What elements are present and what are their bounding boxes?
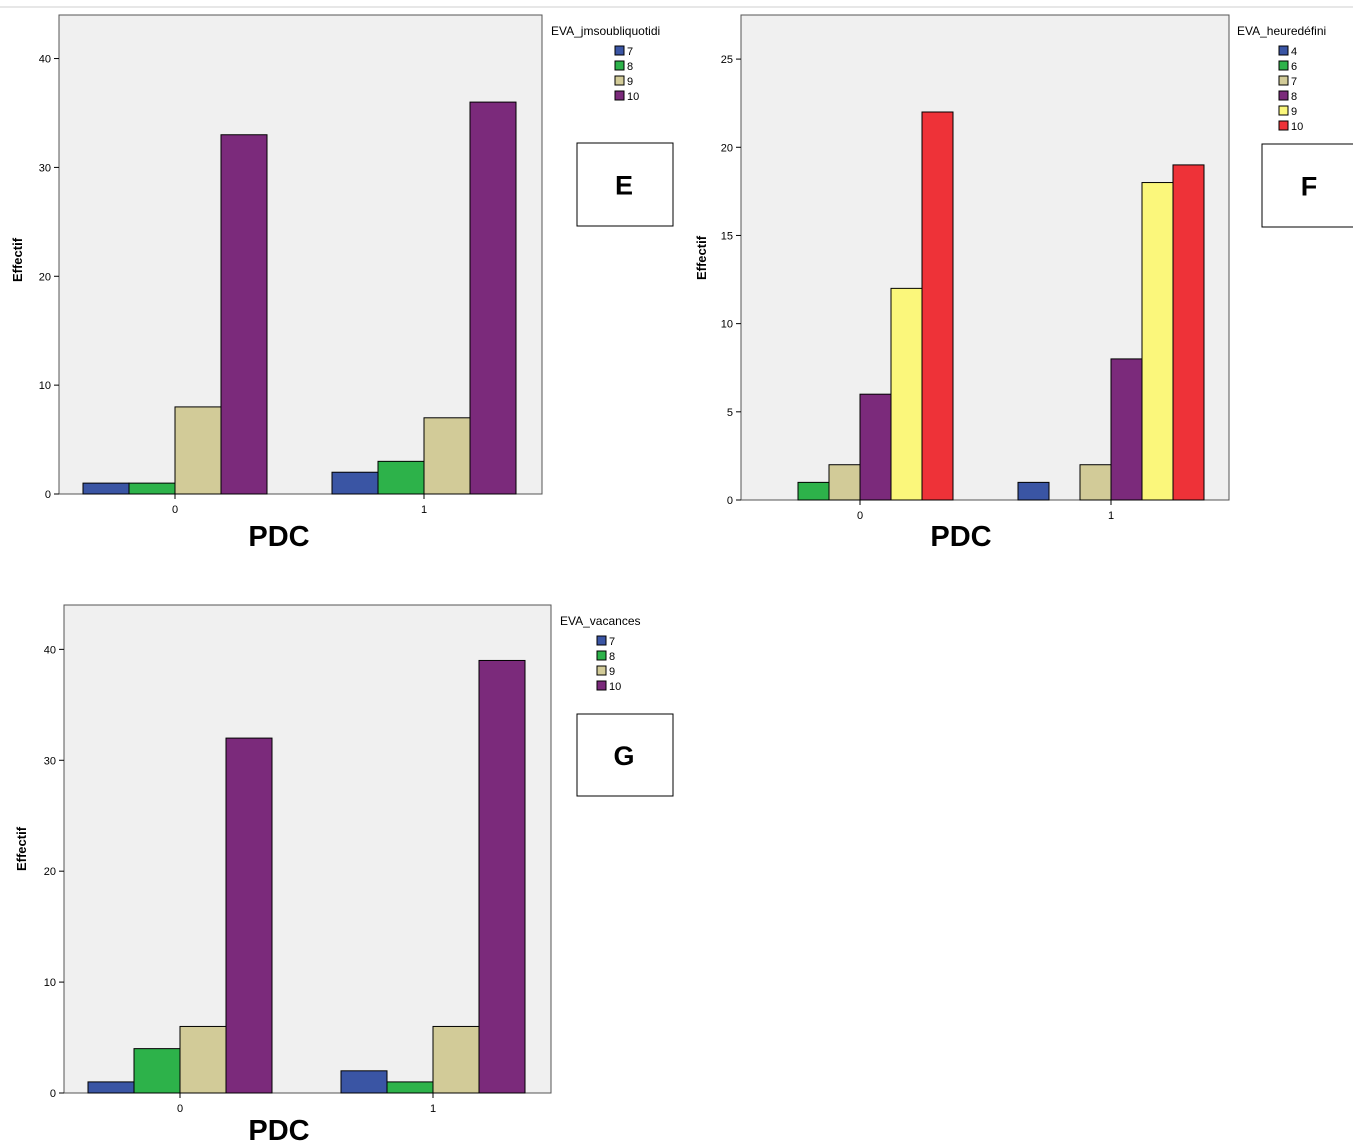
bar-f-cat1-series4	[1017, 481, 1050, 501]
chart-panel-g: 0 10 20 30 40 0 1 Effectif PDC EVA_vacances 7 8 9 10 G	[14, 604, 674, 1144]
bar-g-cat1-series9	[432, 1025, 480, 1094]
legend-swatch	[614, 60, 625, 71]
legend-swatch	[614, 75, 625, 86]
y-tick-label: 10	[721, 319, 733, 331]
x-tick-label: 0	[172, 504, 178, 516]
bar-e-cat1-series9	[423, 417, 471, 495]
legend-swatch	[1278, 45, 1289, 56]
bar-f-cat0-series9	[890, 287, 923, 501]
legend-title: EVA_jmsoubliquotidi	[551, 24, 660, 38]
bar-e-cat0-series7	[82, 482, 130, 495]
bar-g-cat0-series9	[179, 1025, 227, 1094]
legend-swatch	[1278, 120, 1289, 131]
legend-item: 9	[609, 666, 615, 678]
legend-item: 10	[1291, 121, 1303, 133]
legend-swatch	[1278, 90, 1289, 101]
x-tick-label: 1	[421, 504, 427, 516]
legend-title: EVA_heuredéfini	[1237, 24, 1326, 38]
x-axis-label: PDC	[930, 521, 991, 553]
legend-item: 8	[1291, 91, 1297, 103]
legend-item: 4	[1291, 46, 1297, 58]
plot-area	[63, 604, 552, 1094]
legend-item: 6	[1291, 61, 1297, 73]
bar-f-cat0-series8	[859, 393, 892, 501]
bar-g-cat1-series10	[478, 659, 526, 1094]
y-tick-label: 15	[721, 230, 733, 242]
legend-swatch	[614, 90, 625, 101]
legend-item: 9	[627, 76, 633, 88]
panel-label: E	[615, 171, 633, 201]
y-tick-label: 0	[45, 489, 51, 501]
y-tick-label: 20	[44, 866, 56, 878]
bar-f-cat0-series10	[921, 111, 954, 501]
legend-swatch	[614, 45, 625, 56]
chart-panel-e: 0 10 20 30 40 0 1 Effectif PDC EVA_jmsoubliquotid…	[10, 14, 674, 553]
bar-e-cat1-series7	[331, 471, 379, 495]
y-axis-label: Effectif	[10, 237, 25, 282]
legend-title: EVA_vacances	[560, 614, 641, 628]
bar-f-cat1-series8	[1110, 358, 1143, 501]
legend-item: 9	[1291, 106, 1297, 118]
y-tick-label: 0	[727, 495, 733, 507]
bar-e-cat1-series10	[469, 101, 517, 495]
legend-swatch	[596, 680, 607, 691]
y-tick-label: 40	[39, 54, 51, 66]
panel-label: F	[1301, 172, 1318, 202]
bar-g-cat1-series8	[386, 1081, 434, 1094]
bar-g-cat0-series10	[225, 737, 273, 1094]
legend-item: 10	[609, 681, 621, 693]
legend-swatch	[1278, 105, 1289, 116]
legend-swatch	[1278, 60, 1289, 71]
chart-panel-f: 0 5 10 15 20 25 0 1 Effectif PDC EVA_heuredéfini 4 6…	[694, 14, 1353, 553]
bar-g-cat0-series7	[87, 1081, 135, 1094]
y-tick-label: 20	[39, 271, 51, 283]
legend-swatch	[596, 635, 607, 646]
y-axis-label: Effectif	[694, 235, 709, 280]
bar-f-cat1-series9	[1141, 182, 1174, 501]
legend-item: 7	[627, 46, 633, 58]
x-axis-label: PDC	[248, 1115, 309, 1144]
x-tick-label: 1	[430, 1103, 436, 1115]
y-tick-label: 5	[727, 407, 733, 419]
bar-g-cat0-series8	[133, 1048, 181, 1094]
y-tick-label: 0	[50, 1088, 56, 1100]
panel-label: G	[613, 741, 634, 771]
bar-e-cat0-series8	[128, 482, 176, 495]
legend-item: 10	[627, 91, 639, 103]
bar-f-cat0-series7	[828, 464, 861, 501]
legend-swatch	[596, 650, 607, 661]
bar-e-cat0-series10	[220, 134, 268, 495]
legend-item: 8	[609, 651, 615, 663]
legend-swatch	[1278, 75, 1289, 86]
y-tick-label: 10	[44, 977, 56, 989]
legend-item: 7	[1291, 76, 1297, 88]
y-tick-label: 25	[721, 54, 733, 66]
x-axis-label: PDC	[248, 521, 309, 553]
legend-swatch	[596, 665, 607, 676]
y-axis-label: Effectif	[14, 826, 29, 871]
bar-g-cat1-series7	[340, 1070, 388, 1094]
x-tick-label: 0	[177, 1103, 183, 1115]
bar-f-cat1-series10	[1172, 164, 1205, 501]
y-tick-label: 40	[44, 644, 56, 656]
panel-label-box	[576, 142, 674, 227]
y-tick-label: 30	[44, 755, 56, 767]
bar-f-cat0-series6	[797, 481, 830, 501]
x-tick-label: 0	[857, 510, 863, 522]
panel-label-box	[576, 713, 674, 797]
x-tick-label: 1	[1108, 510, 1114, 522]
panel-label-box	[1261, 143, 1353, 228]
bar-e-cat0-series9	[174, 406, 222, 495]
y-tick-label: 20	[721, 142, 733, 154]
y-tick-label: 30	[39, 162, 51, 174]
y-tick-label: 10	[39, 380, 51, 392]
legend-item: 7	[609, 636, 615, 648]
bar-e-cat1-series8	[377, 460, 425, 495]
bar-f-cat1-series7	[1079, 464, 1112, 501]
legend-item: 8	[627, 61, 633, 73]
plot-area	[58, 14, 543, 495]
